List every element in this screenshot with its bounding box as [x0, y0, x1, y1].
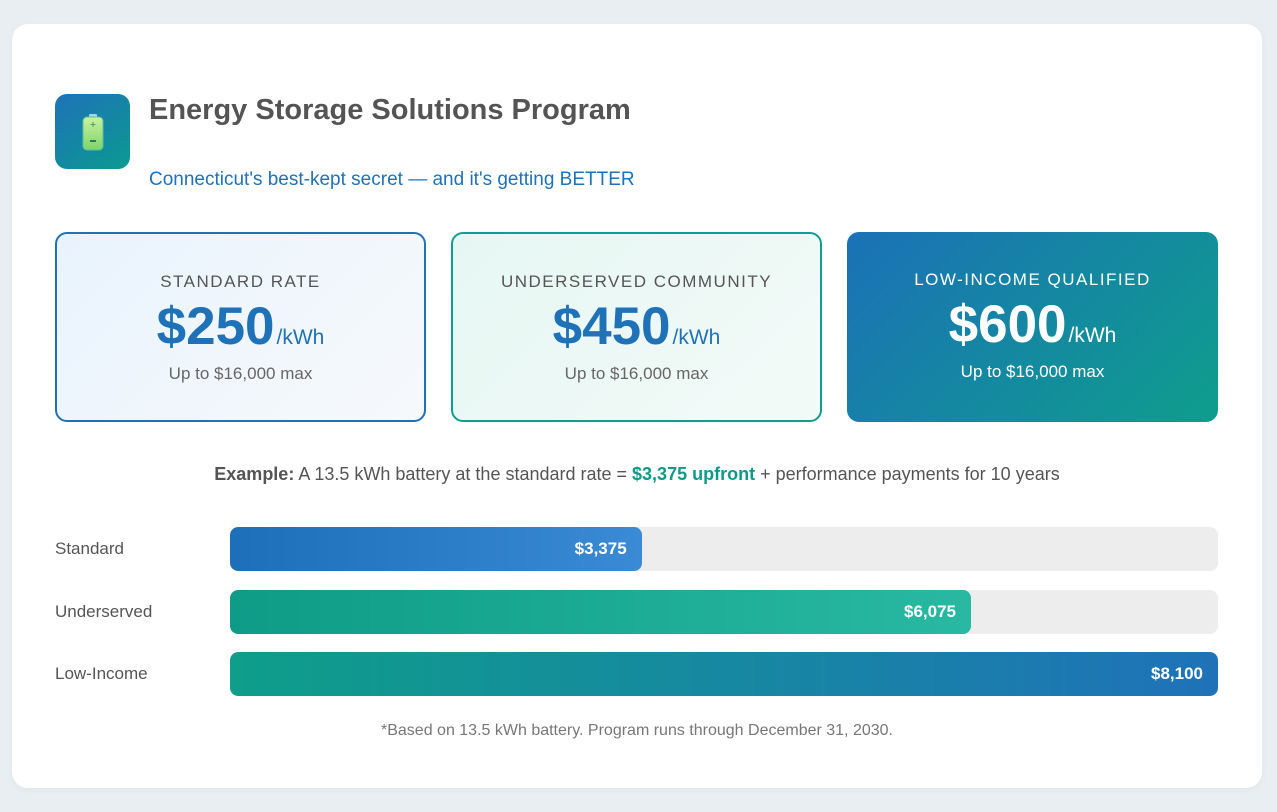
- example-text-before: A 13.5 kWh battery at the standard rate …: [294, 464, 633, 484]
- bar-track: $6,075: [230, 590, 1218, 634]
- bar-label: Underserved: [55, 602, 153, 621]
- example-lead: Example:: [214, 464, 295, 484]
- bar-value: $3,375: [574, 539, 627, 558]
- tier-price: $600: [948, 295, 1067, 354]
- tier-unit: /kWh: [672, 326, 721, 349]
- tier-card-low-income: LOW-INCOME QUALIFIED $600 /kWh Up to $16…: [847, 232, 1218, 422]
- tier-max: Up to $16,000 max: [564, 364, 709, 383]
- bar-fill: $3,375: [230, 527, 642, 571]
- tier-label: UNDERSERVED COMMUNITY: [500, 272, 773, 291]
- program-card: + Energy Storage Solutions Program Conne…: [12, 24, 1262, 788]
- bar-value: $6,075: [904, 602, 956, 621]
- page-subtitle: Connecticut's best-kept secret — and it'…: [149, 169, 635, 190]
- bar-row-underserved: Underserved $6,075: [55, 590, 1218, 634]
- footnote: *Based on 13.5 kWh battery. Program runs…: [381, 722, 893, 739]
- tier-max: Up to $16,000 max: [960, 362, 1105, 381]
- bar-fill: $8,100: [230, 652, 1218, 696]
- page-title: Energy Storage Solutions Program: [149, 94, 631, 126]
- bar-track: $8,100: [230, 652, 1218, 696]
- tier-card-underserved: UNDERSERVED COMMUNITY $450 /kWh Up to $1…: [451, 232, 822, 422]
- bar-track: $3,375: [230, 527, 1218, 571]
- tier-unit: /kWh: [1068, 324, 1117, 347]
- bar-label: Low-Income: [55, 664, 148, 683]
- bar-fill: $6,075: [230, 590, 971, 634]
- example-text: Example: A 13.5 kWh battery at the stand…: [12, 464, 1262, 485]
- tier-price: $250: [156, 297, 275, 356]
- example-text-after: + performance payments for 10 years: [755, 464, 1060, 484]
- bar-row-low-income: Low-Income $8,100: [55, 652, 1218, 696]
- tier-label: STANDARD RATE: [160, 272, 321, 291]
- tier-label: LOW-INCOME QUALIFIED: [914, 270, 1151, 289]
- example-highlight: $3,375 upfront: [632, 464, 756, 484]
- bar-row-standard: Standard $3,375: [55, 527, 1218, 571]
- svg-text:+: +: [89, 120, 96, 129]
- bar-label: Standard: [55, 539, 124, 558]
- tier-unit: /kWh: [276, 326, 325, 349]
- bar-value: $8,100: [1151, 664, 1203, 683]
- tier-price: $450: [552, 297, 671, 356]
- tier-card-standard: STANDARD RATE $250 /kWh Up to $16,000 ma…: [55, 232, 426, 422]
- tier-max: Up to $16,000 max: [168, 364, 313, 383]
- battery-icon: +: [55, 94, 130, 169]
